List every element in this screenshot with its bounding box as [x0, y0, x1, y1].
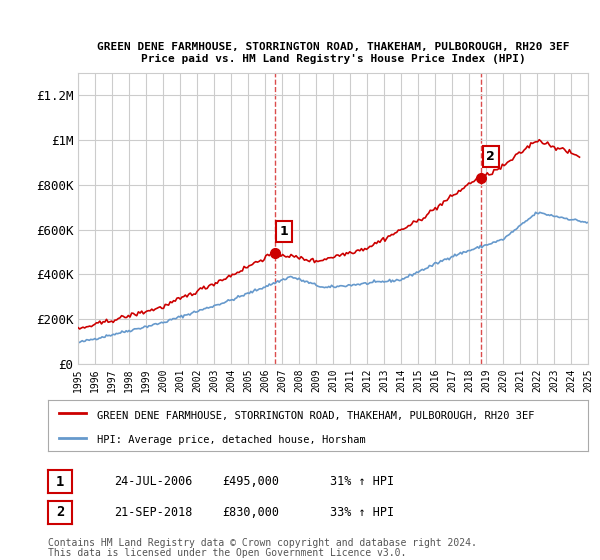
Text: 21-SEP-2018: 21-SEP-2018	[114, 506, 193, 519]
Title: GREEN DENE FARMHOUSE, STORRINGTON ROAD, THAKEHAM, PULBOROUGH, RH20 3EF
Price pai: GREEN DENE FARMHOUSE, STORRINGTON ROAD, …	[97, 42, 569, 64]
Text: 31% ↑ HPI: 31% ↑ HPI	[330, 475, 394, 488]
Text: Contains HM Land Registry data © Crown copyright and database right 2024.: Contains HM Land Registry data © Crown c…	[48, 538, 477, 548]
Text: £495,000: £495,000	[222, 475, 279, 488]
Text: HPI: Average price, detached house, Horsham: HPI: Average price, detached house, Hors…	[97, 435, 365, 445]
Text: £830,000: £830,000	[222, 506, 279, 519]
Text: This data is licensed under the Open Government Licence v3.0.: This data is licensed under the Open Gov…	[48, 548, 406, 558]
Text: 1: 1	[280, 225, 289, 238]
Text: 2: 2	[56, 505, 64, 520]
Text: 24-JUL-2006: 24-JUL-2006	[114, 475, 193, 488]
Text: 33% ↑ HPI: 33% ↑ HPI	[330, 506, 394, 519]
Text: 2: 2	[487, 150, 495, 163]
Text: 1: 1	[56, 475, 64, 488]
Text: GREEN DENE FARMHOUSE, STORRINGTON ROAD, THAKEHAM, PULBOROUGH, RH20 3EF: GREEN DENE FARMHOUSE, STORRINGTON ROAD, …	[97, 410, 534, 421]
